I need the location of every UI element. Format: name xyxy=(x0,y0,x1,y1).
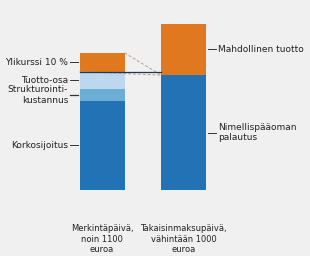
Text: Strukturointi-
kustannus: Strukturointi- kustannus xyxy=(8,85,68,104)
Text: Takaisinmaksupäivä,
vähintään 1000
euroa: Takaisinmaksupäivä, vähintään 1000 euroa xyxy=(140,224,227,254)
Bar xyxy=(80,72,125,89)
Text: Ylikurssi 10 %: Ylikurssi 10 % xyxy=(5,58,68,67)
Bar xyxy=(80,101,125,190)
Text: Mahdollinen tuotto: Mahdollinen tuotto xyxy=(218,45,303,54)
Text: Merkintäpäivä,
noin 1100
euroa: Merkintäpäivä, noin 1100 euroa xyxy=(71,224,133,254)
Bar xyxy=(161,75,206,190)
Bar xyxy=(80,53,125,72)
Text: Korkosijoitus: Korkosijoitus xyxy=(11,141,68,150)
Text: Tuotto-osa: Tuotto-osa xyxy=(21,76,68,85)
Bar xyxy=(161,24,206,75)
Text: Nimellispääoman
palautus: Nimellispääoman palautus xyxy=(218,123,296,142)
Bar xyxy=(80,89,125,101)
